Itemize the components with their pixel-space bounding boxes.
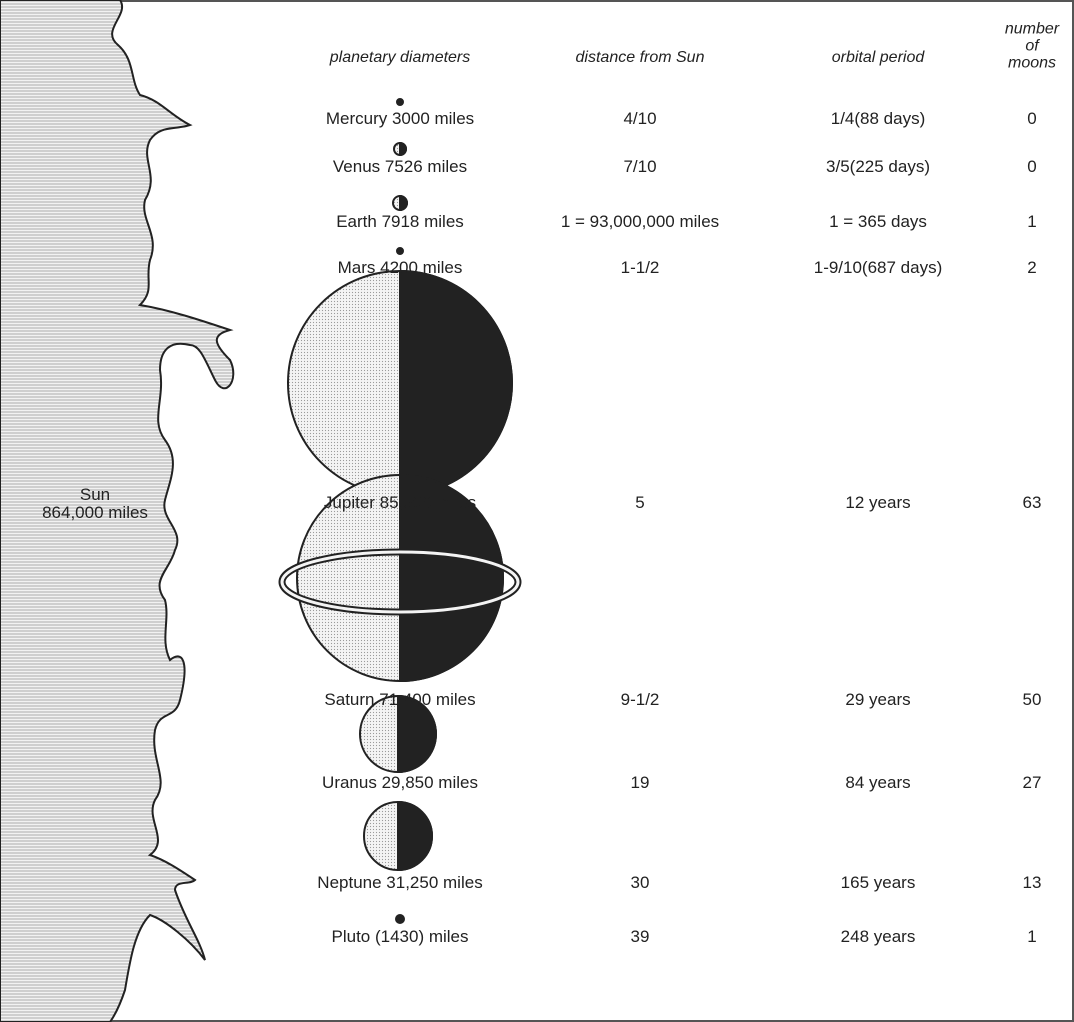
cell-moons: 1 [1027,212,1037,231]
cell-period: 12 years [845,493,911,512]
cell-distance: 4/10 [623,109,657,128]
cell-diameter: Pluto (1430) miles [331,927,469,946]
cell-moons: 0 [1027,109,1037,128]
cell-diameter: Venus 7526 miles [332,157,468,176]
cell-moons: 1 [1027,927,1037,946]
cell-diameter: Earth 7918 miles [336,212,464,231]
saturn-ring-inner [280,550,520,614]
cell-diameter: Mercury 3000 miles [325,109,475,128]
cell-distance: 30 [630,873,650,892]
saturn-shade [399,473,504,683]
mercury [396,98,404,106]
cell-distance: 1-1/2 [620,258,660,277]
mars [396,247,404,255]
cell-period: 1/4(88 days) [830,109,926,128]
jupiter-shade [399,269,513,497]
venus-shade [399,141,407,157]
uranus-shade [397,694,437,774]
cell-moons: 2 [1027,258,1037,277]
cell-diameter: Saturn 71,400 miles [324,690,476,709]
cell-distance: 5 [635,493,645,512]
sun-diameter: 864,000 miles [42,503,148,522]
cell-diameter: Neptune 31,250 miles [317,873,483,892]
cell-period: 3/5(225 days) [826,157,930,176]
cell-period: 165 years [840,873,916,892]
cell-distance: 7/10 [623,157,657,176]
cell-distance: 9-1/2 [620,690,660,709]
cell-period: 29 years [845,690,911,709]
header-diameters: planetary diameters [329,49,471,66]
cell-diameter: Jupiter 85,500 miles [323,493,477,512]
cell-distance: 19 [630,773,650,792]
header-period: orbital period [831,49,925,66]
sun-name: Sun [79,485,111,504]
sun-shape [0,0,235,1022]
planets [278,98,522,924]
header-moons: number of moons [1004,20,1060,72]
cell-moons: 63 [1022,493,1042,512]
earth-shade [399,194,408,212]
cell-diameter: Mars 4200 miles [337,258,463,277]
cell-diameter: Uranus 29,850 miles [322,773,478,792]
cell-moons: 50 [1022,690,1042,709]
neptune-shade [397,800,433,872]
cell-period: 1-9/10(687 days) [813,258,943,277]
pluto [395,914,405,924]
cell-moons: 13 [1022,873,1042,892]
header-distance: distance from Sun [575,49,705,66]
cell-period: 84 years [845,773,911,792]
cell-moons: 0 [1027,157,1037,176]
cell-distance: 1 = 93,000,000 miles [560,212,720,231]
cell-period: 248 years [840,927,916,946]
cell-distance: 39 [630,927,650,946]
cell-moons: 27 [1022,773,1042,792]
cell-period: 1 = 365 days [829,212,927,231]
